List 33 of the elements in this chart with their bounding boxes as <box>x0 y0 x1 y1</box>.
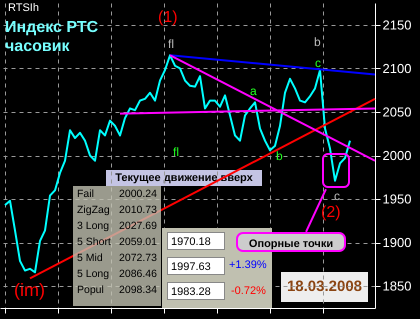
annotation: 1970.18 <box>167 232 225 250</box>
y-tick-label: 2000 <box>382 148 412 163</box>
y-tick-label: 2150 <box>382 17 412 32</box>
annotation: Опорные точки <box>236 232 346 252</box>
annotation: b <box>276 149 283 163</box>
text: Fail 2000.24 <box>77 188 157 200</box>
annotation: 5 Short 2059.01 <box>77 235 157 250</box>
annotation: fl <box>168 37 174 51</box>
annotation: fl <box>173 145 179 159</box>
y-tick-label: 2050 <box>382 104 412 120</box>
annotation: -0.72% <box>231 285 266 297</box>
annotation: 5 Long 2086.46 <box>77 267 157 282</box>
y-tick-label: 1950 <box>382 192 412 207</box>
annotation: 18.03.2008 <box>281 272 368 302</box>
annotation: c <box>315 56 321 70</box>
annotation: c <box>334 189 340 203</box>
y-tick-label: 1900 <box>382 235 412 250</box>
y-tick-label: 2100 <box>382 60 412 76</box>
text: 5 Mid 2072.73 <box>77 252 157 264</box>
annotation: 3 Long 2027.69 <box>77 219 157 234</box>
annotation: +1.39% <box>229 259 267 271</box>
annotation: (im) <box>14 280 45 301</box>
annotation: 1997.63 <box>167 257 225 275</box>
annotation: ZigZag 2010.73 <box>77 203 157 218</box>
annotation: b <box>314 35 321 49</box>
annotation: RTSIh <box>8 2 39 14</box>
annotation: (2) <box>321 204 341 222</box>
annotation: a <box>250 84 257 98</box>
annotation: 1983.28 <box>167 282 225 300</box>
annotation: (1) <box>158 9 178 27</box>
text: Индекс РТС часовик <box>5 18 100 56</box>
text: Popul 2098.34 <box>77 284 157 296</box>
y-tick-label: 1850 <box>382 278 412 294</box>
